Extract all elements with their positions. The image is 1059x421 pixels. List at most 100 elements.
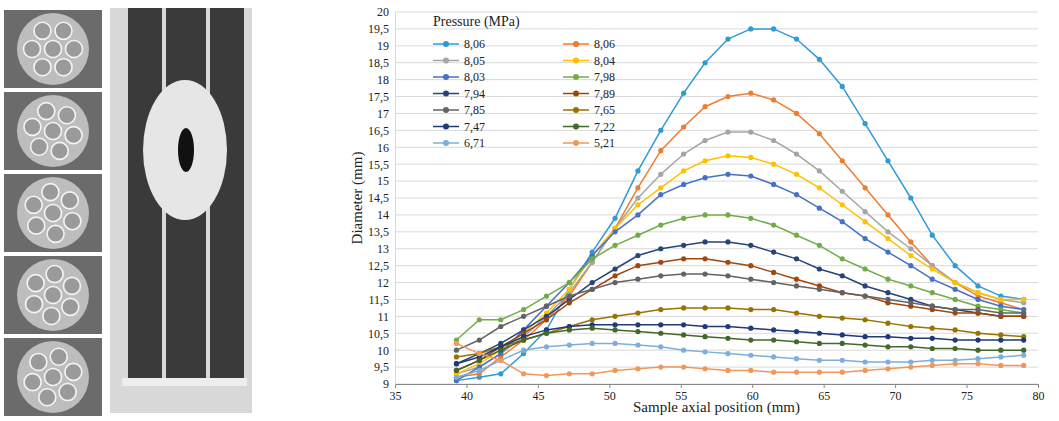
x-tick-mark <box>466 384 467 388</box>
series-marker <box>953 307 958 312</box>
series-marker <box>590 287 595 292</box>
legend-entry: 7,65 <box>563 103 615 117</box>
y-tick-label: 9,5 <box>374 360 389 374</box>
series-marker <box>702 175 707 180</box>
series-marker <box>681 271 686 276</box>
series-marker <box>725 129 730 134</box>
legend-label: 8,06 <box>464 37 485 51</box>
sample-disc <box>17 177 89 249</box>
series-marker <box>953 361 958 366</box>
series-marker <box>771 354 776 359</box>
series-marker <box>885 344 890 349</box>
series-marker <box>953 337 958 342</box>
rod-section <box>47 225 64 242</box>
grid-line <box>395 316 1038 317</box>
series-line <box>456 325 1023 364</box>
series-marker <box>908 324 913 329</box>
y-tick: 9 <box>383 377 395 391</box>
series-marker <box>658 331 663 336</box>
rod-section <box>45 123 62 140</box>
series-marker <box>681 322 686 327</box>
series-marker <box>567 280 572 285</box>
series-marker <box>498 371 503 376</box>
series-marker <box>840 158 845 163</box>
series-marker <box>725 36 730 41</box>
series-marker <box>930 363 935 368</box>
series-marker <box>771 280 776 285</box>
x-tick-mark <box>967 384 968 388</box>
y-tick: 11,5 <box>368 293 395 307</box>
series-marker <box>477 351 482 356</box>
series-marker <box>681 91 686 96</box>
series-marker <box>612 229 617 234</box>
series-marker <box>748 91 753 96</box>
series-marker <box>998 297 1003 302</box>
series-marker <box>681 332 686 337</box>
series-marker <box>771 162 776 167</box>
rod-section <box>42 184 59 201</box>
x-tick-mark <box>824 384 825 388</box>
series-marker <box>590 287 595 292</box>
series-marker <box>771 327 776 332</box>
rod-section <box>50 348 67 365</box>
series-marker <box>794 310 799 315</box>
legend-label: 7,98 <box>594 70 615 84</box>
plot-area <box>454 26 1026 383</box>
series-marker <box>863 343 868 348</box>
series-marker <box>748 337 753 342</box>
rod-section <box>24 118 41 135</box>
series-marker <box>454 368 459 373</box>
series-marker <box>725 172 730 177</box>
series-marker <box>930 346 935 351</box>
series-marker <box>544 317 549 322</box>
series-marker <box>702 158 707 163</box>
y-tick: 17 <box>377 107 395 121</box>
series-marker <box>725 153 730 158</box>
legend-entry: 6,71 <box>433 136 485 150</box>
legend-marker <box>443 58 449 64</box>
rod-section <box>39 389 56 406</box>
y-tick: 12 <box>377 276 395 290</box>
legend-entry: 8,06 <box>433 37 485 51</box>
series-marker <box>590 317 595 322</box>
series <box>454 341 1026 380</box>
grid-line <box>395 181 1038 182</box>
series-marker <box>681 182 686 187</box>
series <box>454 129 1026 376</box>
series-marker <box>794 36 799 41</box>
y-tick: 10 <box>377 344 395 358</box>
series-marker <box>975 297 980 302</box>
legend-entry: 7,85 <box>433 103 485 117</box>
series-marker <box>817 266 822 271</box>
series-marker <box>885 359 890 364</box>
y-tick-label: 16,5 <box>368 124 389 138</box>
legend-marker <box>573 91 579 97</box>
grid-line <box>395 231 1038 232</box>
rod-section <box>45 369 62 386</box>
series-marker <box>794 283 799 288</box>
series-marker <box>840 290 845 295</box>
grid-line <box>395 164 1038 165</box>
series-marker <box>725 368 730 373</box>
series-line <box>456 93 1023 377</box>
x-tick: 70 <box>890 384 902 403</box>
series-marker <box>567 343 572 348</box>
series-marker <box>725 212 730 217</box>
x-tick-label: 75 <box>961 389 973 403</box>
series-marker <box>863 185 868 190</box>
rod-section <box>28 217 45 234</box>
bundle-photo <box>110 8 252 413</box>
series-line <box>456 343 1023 375</box>
series-marker <box>702 239 707 244</box>
x-tick: 75 <box>961 384 973 403</box>
series-marker <box>748 155 753 160</box>
grid-line <box>395 299 1038 300</box>
y-axis-title: Diameter (mm) <box>349 152 366 245</box>
series-marker <box>702 305 707 310</box>
series-marker <box>702 60 707 65</box>
series-marker <box>930 326 935 331</box>
grid-line <box>395 79 1038 80</box>
series-marker <box>885 250 890 255</box>
series <box>454 91 1026 380</box>
series-line <box>456 328 1023 370</box>
